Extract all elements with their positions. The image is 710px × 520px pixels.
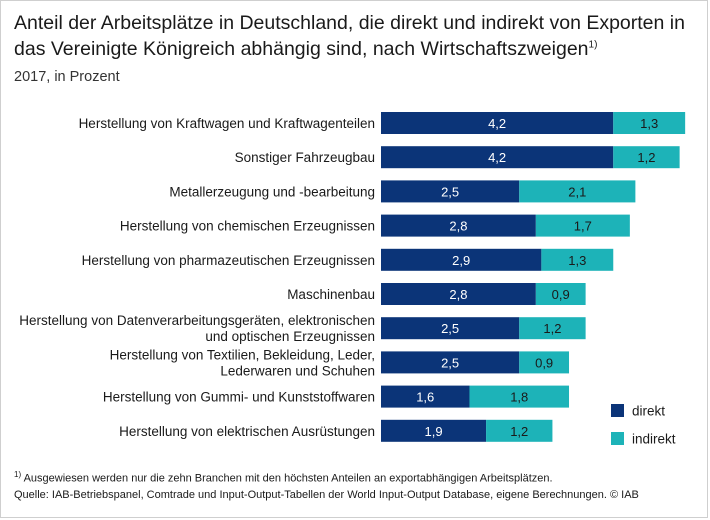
data-label-indirekt: 1,3: [640, 116, 658, 131]
title-footnote-mark: 1): [588, 39, 598, 51]
data-label-direkt: 1,6: [416, 390, 434, 405]
data-label-indirekt: 1,8: [510, 390, 528, 405]
bar-indirekt: [613, 146, 680, 169]
category-label: Herstellung von chemischen Erzeugnissen: [120, 219, 375, 234]
bar-direkt: [381, 180, 520, 203]
data-label-direkt: 2,5: [441, 184, 459, 199]
chart-title: Anteil der Arbeitsplätze in Deutschland,…: [14, 10, 704, 62]
category-label: Herstellung von Textilien, Bekleidung, L…: [110, 347, 375, 378]
bar-direkt: [381, 317, 520, 340]
bar-indirekt: [541, 248, 614, 271]
data-label-indirekt: 1,7: [574, 219, 592, 234]
footnote-text: Ausgewiesen werden nur die zehn Branchen…: [23, 472, 553, 485]
bar-direkt: [381, 112, 614, 134]
bar-indirekt: [535, 283, 586, 305]
data-label-indirekt: 1,2: [637, 150, 655, 165]
bar-indirekt: [519, 351, 570, 374]
source-note: Quelle: IAB-Betriebspanel, Comtrade und …: [14, 489, 639, 501]
category-label: Herstellung von Kraftwagen und Kraftwage…: [79, 116, 375, 131]
data-label-indirekt: 1,3: [568, 253, 586, 268]
bar-indirekt: [613, 112, 686, 134]
bar-direkt: [381, 214, 536, 237]
category-label: Herstellung von elektrischen Ausrüstunge…: [119, 424, 375, 439]
data-label-indirekt: 0,9: [552, 287, 570, 302]
bar-direkt: [381, 351, 520, 374]
chart-subtitle: 2017, in Prozent: [14, 69, 120, 85]
data-label-direkt: 2,5: [441, 355, 459, 370]
footnote-mark: 1): [14, 470, 22, 479]
bar-direkt: [381, 146, 614, 169]
data-label-indirekt: 0,9: [535, 355, 553, 370]
bar-indirekt: [486, 419, 553, 442]
data-label-direkt: 2,8: [449, 219, 467, 234]
data-label-direkt: 4,2: [488, 150, 506, 165]
category-label: Metallerzeugung und -bearbeitung: [169, 184, 375, 199]
category-label: Maschinenbau: [287, 287, 375, 302]
legend-label-direkt: direkt: [632, 404, 665, 419]
bar-indirekt: [469, 385, 570, 408]
data-label-direkt: 2,5: [441, 321, 459, 336]
bar-indirekt: [519, 317, 586, 340]
data-label-direkt: 2,9: [452, 253, 470, 268]
category-label: Herstellung von pharmazeutischen Erzeugn…: [82, 253, 375, 268]
bar-indirekt: [519, 180, 636, 203]
title-text: Anteil der Arbeitsplätze in Deutschland,…: [14, 12, 685, 60]
data-label-direkt: 1,9: [424, 424, 442, 439]
bar-indirekt: [535, 214, 630, 237]
bar-direkt: [381, 248, 542, 271]
data-label-direkt: 4,2: [488, 116, 506, 131]
legend-label-indirekt: indirekt: [632, 432, 676, 447]
data-label-direkt: 2,8: [449, 287, 467, 302]
data-label-indirekt: 2,1: [568, 184, 586, 199]
bar-direkt: [381, 283, 536, 305]
category-label: Herstellung von Datenverarbeitungsgeräte…: [19, 313, 375, 344]
category-label: Sonstiger Fahrzeugbau: [235, 150, 375, 165]
legend-swatch-direkt: [611, 404, 624, 417]
legend-swatch-indirekt: [611, 432, 624, 445]
data-label-indirekt: 1,2: [543, 321, 561, 336]
footnote: 1) Ausgewiesen werden nur die zehn Branc…: [14, 470, 553, 485]
data-label-indirekt: 1,2: [510, 424, 528, 439]
bar-direkt: [381, 385, 470, 408]
bar-direkt: [381, 419, 487, 442]
category-label: Herstellung von Gummi- und Kunststoffwar…: [103, 390, 375, 405]
